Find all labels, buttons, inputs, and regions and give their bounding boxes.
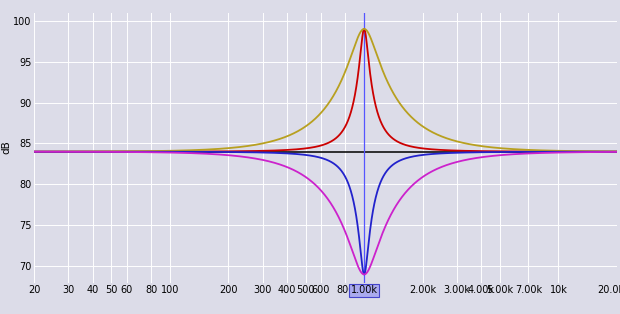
- Y-axis label: dB: dB: [2, 141, 12, 154]
